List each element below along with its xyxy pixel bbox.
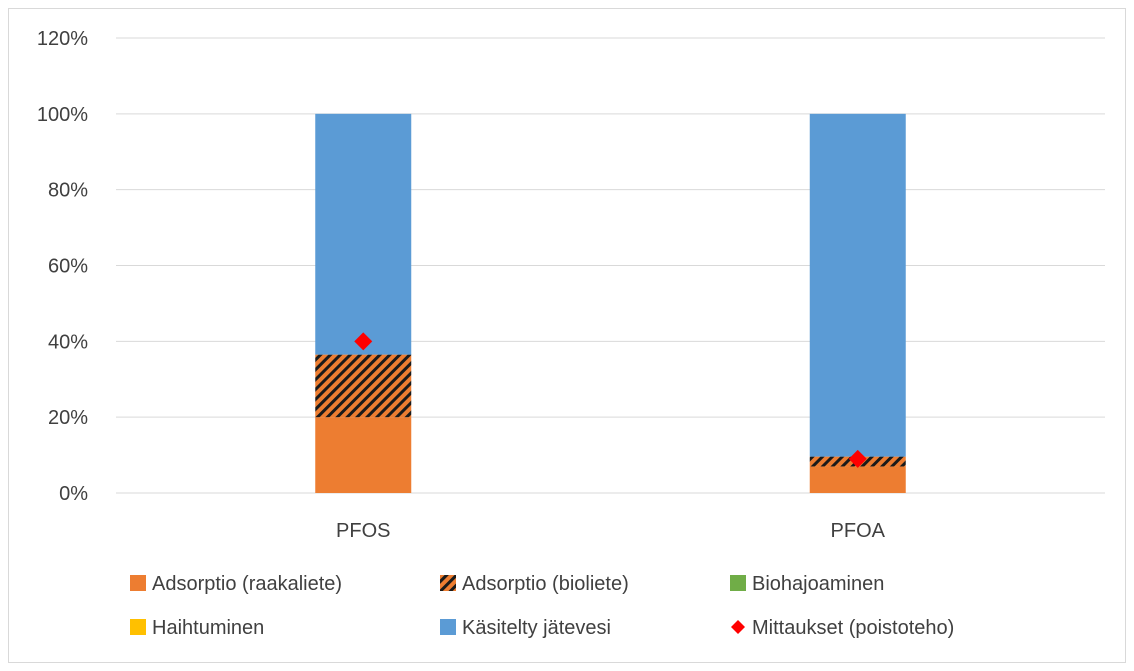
chart-frame: [8, 8, 1126, 663]
legend-swatch: [440, 619, 456, 635]
legend-label: Haihtuminen: [152, 617, 264, 639]
y-tick-label: 60%: [48, 256, 88, 278]
legend-label: Mittaukset (poistoteho): [752, 617, 954, 639]
measurement-marker: [848, 449, 867, 468]
y-axis-tick-labels: 0% 20% 40% 60% 80% 100% 120%: [37, 28, 88, 505]
legend-label: Biohajoaminen: [752, 573, 884, 595]
x-axis-category-labels: PFOS PFOA: [336, 520, 886, 542]
legend-label: Käsitelty jätevesi: [462, 617, 611, 639]
bar-segment: [809, 466, 906, 493]
bar-segment: [315, 417, 412, 493]
legend-marker-swatch: [731, 620, 745, 634]
bar-segment: [809, 113, 906, 457]
bar-segment: [315, 354, 412, 418]
bar-segment: [315, 113, 412, 355]
y-tick-label: 100%: [37, 104, 88, 126]
y-tick-label: 80%: [48, 180, 88, 202]
gridlines: [116, 37, 1105, 494]
y-tick-label: 120%: [37, 28, 88, 50]
x-category-label: PFOA: [831, 520, 886, 542]
bars: [315, 113, 906, 493]
legend: Adsorptio (raakaliete) Adsorptio (bioliet…: [130, 573, 954, 639]
y-tick-label: 0%: [59, 483, 88, 505]
legend-label: Adsorptio (bioliete): [462, 573, 629, 595]
y-tick-label: 40%: [48, 331, 88, 353]
measurement-marker: [354, 332, 373, 351]
legend-swatch: [130, 575, 146, 591]
legend-swatch: [130, 619, 146, 635]
measurement-markers: [354, 332, 867, 468]
legend-swatch: [730, 575, 746, 591]
legend-label: Adsorptio (raakaliete): [152, 573, 342, 595]
y-tick-label: 20%: [48, 407, 88, 429]
legend-swatch: [440, 575, 456, 591]
x-category-label: PFOS: [336, 520, 390, 542]
